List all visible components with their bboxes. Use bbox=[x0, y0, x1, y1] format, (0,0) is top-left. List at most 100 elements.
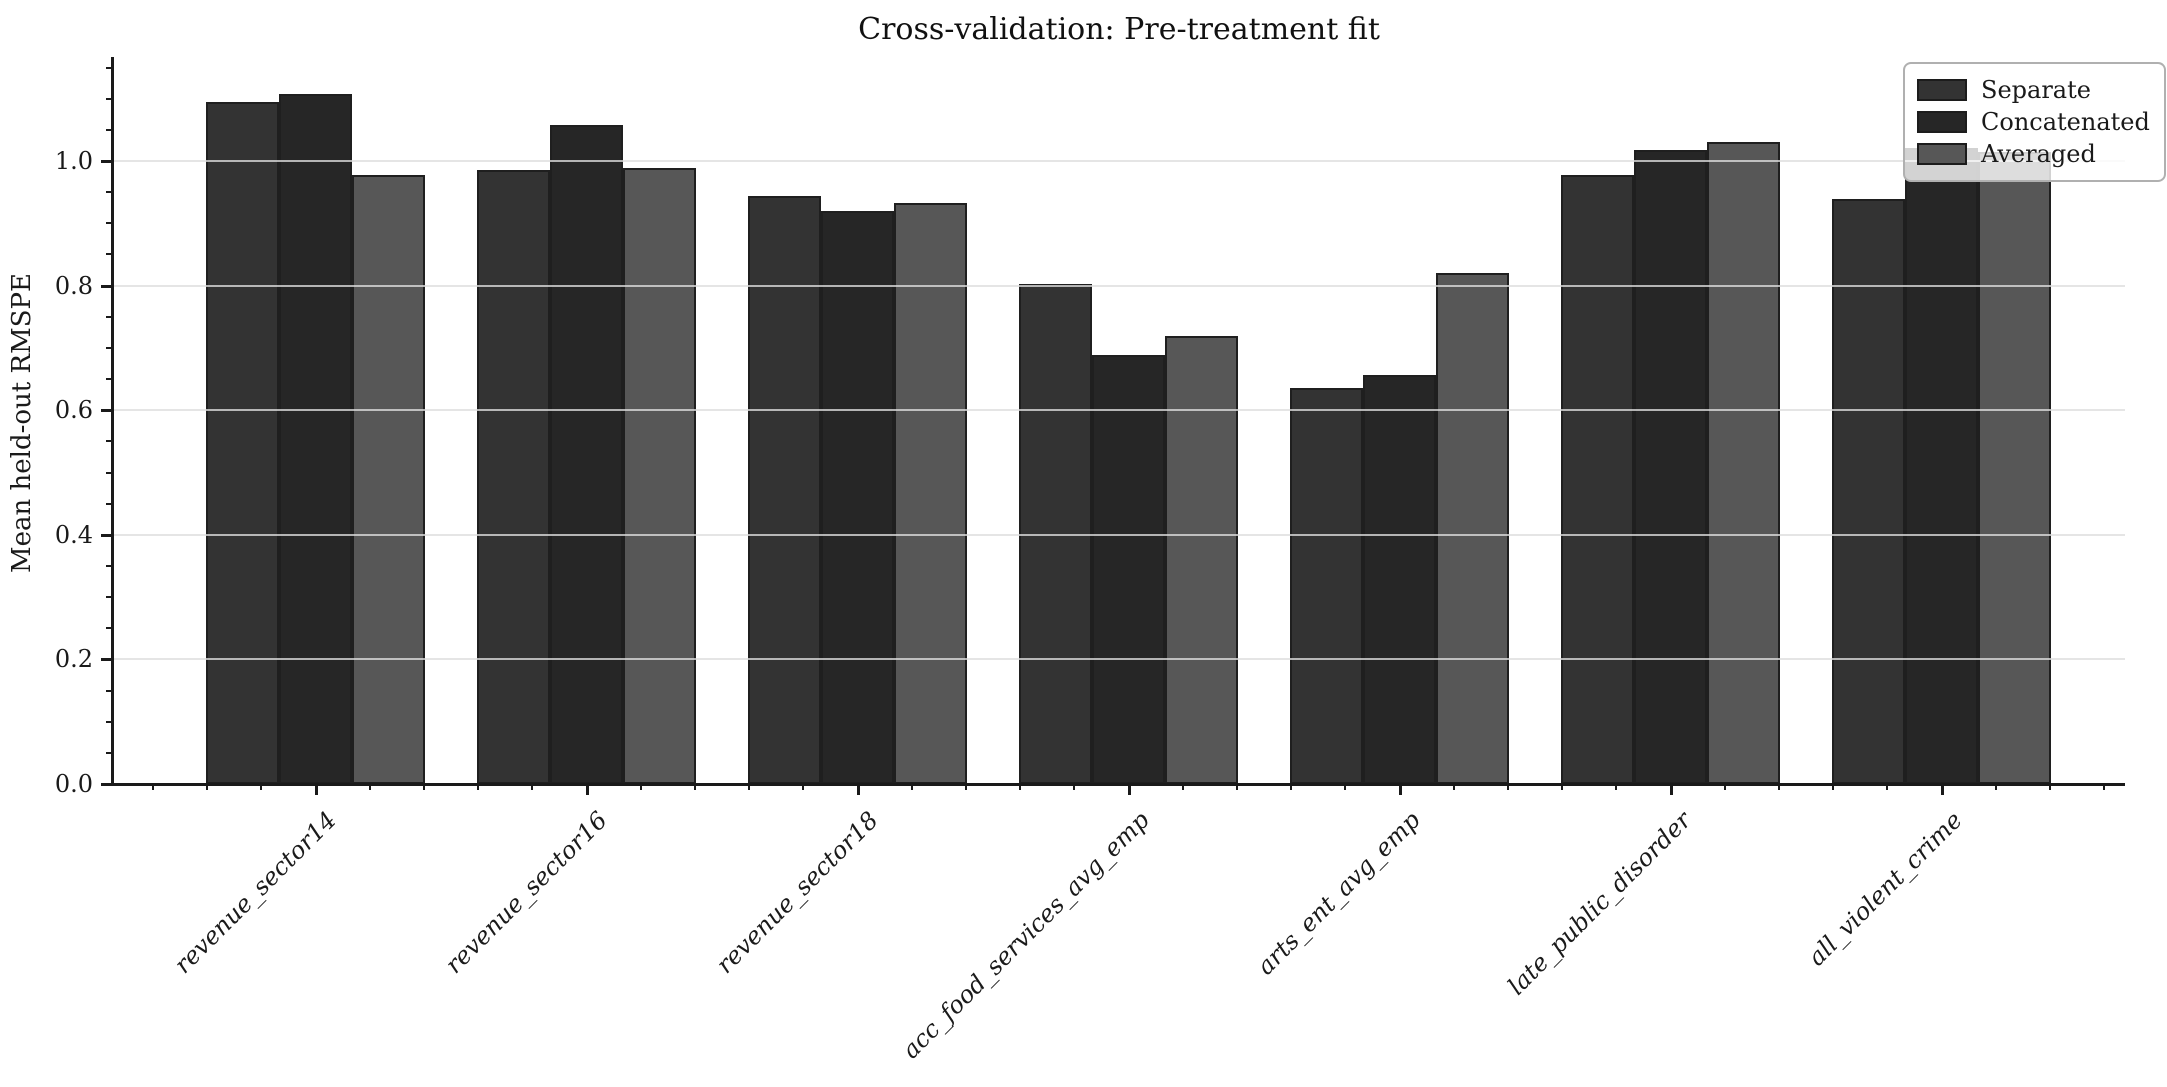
x-minor-tick bbox=[2048, 784, 2051, 790]
y-minor-tick bbox=[106, 222, 112, 225]
x-minor-tick bbox=[1615, 784, 1618, 790]
y-minor-tick bbox=[106, 440, 112, 443]
x-major-tick bbox=[314, 784, 318, 795]
legend-swatch-concatenated bbox=[1917, 111, 1967, 133]
bar-averaged-3 bbox=[1165, 336, 1238, 784]
x-minor-tick bbox=[1290, 784, 1293, 790]
x-minor-tick bbox=[1886, 784, 1889, 790]
x-minor-tick bbox=[748, 784, 751, 790]
bar-separate-4 bbox=[1290, 387, 1363, 784]
x-major-tick bbox=[1669, 784, 1673, 795]
y-minor-tick bbox=[106, 751, 112, 754]
x-tick-label: revenue_sector14 bbox=[168, 806, 342, 979]
x-minor-tick bbox=[368, 784, 371, 790]
x-minor-tick bbox=[1452, 784, 1455, 790]
bar-averaged-6 bbox=[1978, 151, 2051, 784]
x-tick-label: acc_food_services_avg_emp bbox=[896, 806, 1155, 1065]
x-minor-tick bbox=[206, 784, 209, 790]
x-minor-tick bbox=[1832, 784, 1835, 790]
y-tick-label: 0.8 bbox=[54, 271, 93, 300]
x-minor-tick bbox=[260, 784, 263, 790]
x-major-tick bbox=[1127, 784, 1131, 795]
y-major-tick bbox=[101, 658, 111, 662]
x-minor-tick bbox=[422, 784, 425, 790]
x-major-tick bbox=[1940, 784, 1944, 795]
x-minor-tick bbox=[1019, 784, 1022, 790]
bar-concatenated-0 bbox=[279, 93, 352, 784]
y-minor-tick bbox=[106, 378, 112, 381]
bar-concatenated-2 bbox=[821, 210, 894, 784]
x-minor-tick bbox=[151, 784, 154, 790]
x-minor-tick bbox=[1994, 784, 1997, 790]
x-tick-label: revenue_sector18 bbox=[710, 806, 884, 979]
legend-item-concatenated: Concatenated bbox=[1917, 106, 2150, 138]
bar-separate-0 bbox=[206, 101, 279, 784]
y-tick-label: 0.0 bbox=[54, 770, 93, 798]
x-tick-label: late_public_disorder bbox=[1501, 806, 1697, 1001]
y-tick-label: 0.4 bbox=[54, 520, 93, 549]
x-minor-tick bbox=[1073, 784, 1076, 790]
gridline bbox=[113, 409, 2125, 412]
y-minor-tick bbox=[106, 689, 112, 692]
x-minor-tick bbox=[1344, 784, 1347, 790]
y-major-tick bbox=[101, 409, 111, 413]
y-minor-tick bbox=[106, 253, 112, 256]
y-minor-tick bbox=[106, 128, 112, 131]
bar-averaged-2 bbox=[894, 202, 967, 784]
legend: Separate Concatenated Averaged bbox=[1903, 62, 2166, 182]
gridline bbox=[113, 658, 2125, 661]
x-minor-tick bbox=[1506, 784, 1509, 790]
y-minor-tick bbox=[106, 315, 112, 318]
bar-concatenated-5 bbox=[1634, 149, 1707, 784]
legend-label: Concatenated bbox=[1981, 108, 2150, 136]
x-minor-tick bbox=[1723, 784, 1726, 790]
bar-concatenated-1 bbox=[550, 125, 623, 784]
y-minor-tick bbox=[106, 97, 112, 100]
x-minor-tick bbox=[802, 784, 805, 790]
y-minor-tick bbox=[106, 720, 112, 723]
gridline bbox=[113, 160, 2125, 162]
y-tick-label: 0.6 bbox=[54, 396, 93, 425]
legend-swatch-separate bbox=[1917, 79, 1967, 101]
y-major-tick bbox=[101, 533, 111, 537]
y-minor-tick bbox=[106, 66, 112, 69]
y-minor-tick bbox=[106, 596, 112, 599]
legend-item-separate: Separate bbox=[1917, 74, 2150, 106]
x-minor-tick bbox=[1561, 784, 1564, 790]
x-major-tick bbox=[856, 784, 860, 795]
x-tick-label: arts_ent_avg_emp bbox=[1250, 806, 1426, 981]
bar-separate-5 bbox=[1561, 175, 1634, 784]
legend-label: Averaged bbox=[1981, 140, 2096, 168]
legend-label: Separate bbox=[1981, 76, 2091, 104]
bar-concatenated-3 bbox=[1092, 355, 1165, 784]
y-minor-tick bbox=[106, 471, 112, 474]
bar-separate-1 bbox=[477, 169, 550, 784]
legend-swatch-averaged bbox=[1917, 143, 1967, 165]
y-minor-tick bbox=[106, 564, 112, 567]
y-axis-spine bbox=[111, 57, 114, 786]
y-major-tick bbox=[101, 160, 111, 163]
gridline bbox=[113, 284, 2125, 287]
bar-separate-2 bbox=[748, 195, 821, 784]
x-minor-tick bbox=[531, 784, 534, 790]
y-minor-tick bbox=[106, 346, 112, 349]
bar-concatenated-6 bbox=[1905, 147, 1978, 784]
bar-averaged-0 bbox=[352, 175, 425, 784]
x-minor-tick bbox=[910, 784, 913, 790]
x-minor-tick bbox=[477, 784, 480, 790]
y-minor-tick bbox=[106, 191, 112, 194]
x-minor-tick bbox=[639, 784, 642, 790]
chart-title: Cross-validation: Pre-treatment fit bbox=[858, 12, 1380, 47]
x-minor-tick bbox=[964, 784, 967, 790]
x-minor-tick bbox=[2103, 784, 2106, 790]
bar-averaged-5 bbox=[1707, 141, 1780, 784]
y-minor-tick bbox=[106, 502, 112, 505]
x-minor-tick bbox=[693, 784, 696, 790]
x-tick-label: all_violent_crime bbox=[1801, 806, 1968, 972]
x-major-tick bbox=[1398, 784, 1402, 795]
bar-averaged-4 bbox=[1436, 273, 1509, 784]
y-tick-label: 0.2 bbox=[54, 645, 93, 674]
x-tick-label: revenue_sector16 bbox=[439, 806, 613, 979]
legend-item-averaged: Averaged bbox=[1917, 138, 2150, 170]
